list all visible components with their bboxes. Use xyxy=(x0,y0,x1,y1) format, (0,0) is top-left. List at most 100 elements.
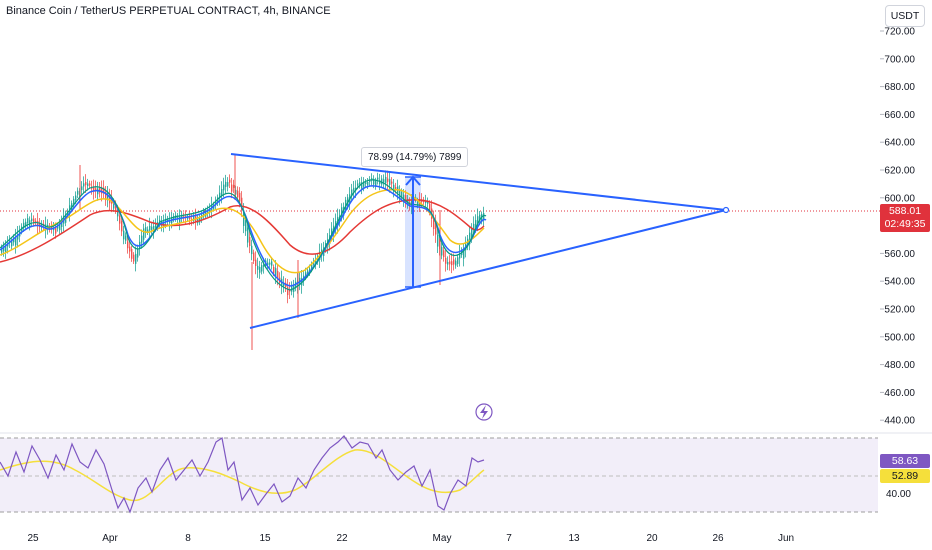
candle-body xyxy=(393,184,395,192)
candle-body xyxy=(253,252,255,262)
candle-body xyxy=(315,259,317,264)
trendline-anchor[interactable] xyxy=(722,206,730,214)
candle-body xyxy=(223,184,225,191)
candle-body xyxy=(341,207,343,218)
candle-body xyxy=(275,268,277,276)
candle-body xyxy=(151,226,153,230)
price-axis-label: 680.00 xyxy=(884,82,915,93)
candle-body xyxy=(453,259,455,265)
candle-body xyxy=(317,255,319,263)
candle-body xyxy=(13,237,15,243)
candle-body xyxy=(157,222,159,225)
lower-trendline[interactable] xyxy=(249,209,727,329)
candle-body xyxy=(103,187,105,192)
candle-body xyxy=(95,188,97,191)
ema-mid-line xyxy=(0,188,485,274)
candle-body xyxy=(429,203,431,213)
time-axis[interactable]: 25 Apr 8 15 22 May 7 13 20 26 Jun xyxy=(27,533,794,544)
upper-trendline[interactable] xyxy=(230,153,727,211)
candle-body xyxy=(457,257,459,264)
rsi-ma-line xyxy=(0,449,485,502)
candle-body xyxy=(463,250,465,259)
candle-body xyxy=(121,221,123,232)
candle-body xyxy=(359,182,361,185)
candle-body xyxy=(479,214,481,222)
price-axis-label: 600.00 xyxy=(884,193,915,204)
candle-body xyxy=(51,225,53,230)
candle-body xyxy=(237,190,239,198)
candle-body xyxy=(441,246,443,256)
candle-body xyxy=(133,254,135,262)
candle-body xyxy=(11,240,13,247)
candle-body xyxy=(301,278,303,286)
candle-body xyxy=(443,250,445,258)
time-axis-label: 7 xyxy=(506,533,512,544)
time-axis-label: Jun xyxy=(778,533,794,544)
candle-body xyxy=(99,186,101,193)
candle-body xyxy=(417,200,419,206)
price-axis-label: 460.00 xyxy=(884,388,915,399)
time-axis-label: 8 xyxy=(185,533,191,544)
candle-body xyxy=(127,241,129,249)
candle-body xyxy=(143,228,145,240)
price-axis-label: 440.00 xyxy=(884,416,915,427)
candle-body xyxy=(123,230,125,240)
candle-body xyxy=(309,268,311,272)
candle-body xyxy=(149,225,151,231)
candle-body xyxy=(105,191,107,201)
candle-body xyxy=(137,248,139,258)
candle-body xyxy=(53,227,55,231)
candle-body xyxy=(395,187,397,190)
currency-button[interactable]: USDT xyxy=(885,5,925,27)
candle-body xyxy=(17,234,19,240)
candle-body xyxy=(145,227,147,234)
candle-body xyxy=(291,285,293,292)
lightning-icon[interactable] xyxy=(475,403,493,421)
time-axis-label: 25 xyxy=(27,533,39,544)
last-price-tag: 588.01 02:49:35 xyxy=(880,204,930,232)
candle-body xyxy=(163,222,165,225)
time-axis-label: 15 xyxy=(259,533,271,544)
candle-body xyxy=(251,245,253,255)
price-axis-label: 620.00 xyxy=(884,166,915,177)
candle-body xyxy=(277,271,279,279)
price-axis-label: 660.00 xyxy=(884,110,915,121)
candle-body xyxy=(471,227,473,239)
price-axis-label: 520.00 xyxy=(884,305,915,316)
candle-body xyxy=(335,221,337,228)
candle-body xyxy=(141,235,143,243)
candle-body xyxy=(181,215,183,218)
candle-body xyxy=(331,228,333,235)
candle-body xyxy=(61,222,63,227)
candle-body xyxy=(445,257,447,264)
candle-body xyxy=(287,287,289,296)
time-axis-label: 26 xyxy=(712,533,724,544)
candle-body xyxy=(243,210,245,226)
candle-body xyxy=(385,176,387,184)
candle-body xyxy=(59,222,61,231)
candle-body xyxy=(1,247,3,253)
candle-body xyxy=(483,213,485,220)
candle-body xyxy=(259,267,261,273)
candle-body xyxy=(169,220,171,224)
candle-body xyxy=(475,220,477,228)
price-axis-label: 500.00 xyxy=(884,332,915,343)
candle-body xyxy=(405,195,407,203)
candle-body xyxy=(263,264,265,267)
candle-body xyxy=(205,210,207,217)
candle-body xyxy=(233,184,235,188)
price-axis[interactable]: 720.00 700.00 680.00 660.00 640.00 620.00 600.… xyxy=(880,27,915,501)
candle-body xyxy=(209,208,211,213)
candle-body xyxy=(71,203,73,210)
candle-body xyxy=(77,190,79,195)
candle-body xyxy=(81,186,83,191)
candle-body xyxy=(155,222,157,228)
candle-body xyxy=(305,272,307,276)
candle-body xyxy=(267,262,269,266)
candle-body xyxy=(477,216,479,224)
time-axis-label: 22 xyxy=(336,533,348,544)
price-axis-label: 560.00 xyxy=(884,249,915,260)
candle-body xyxy=(353,187,355,191)
candle-body xyxy=(257,265,259,270)
